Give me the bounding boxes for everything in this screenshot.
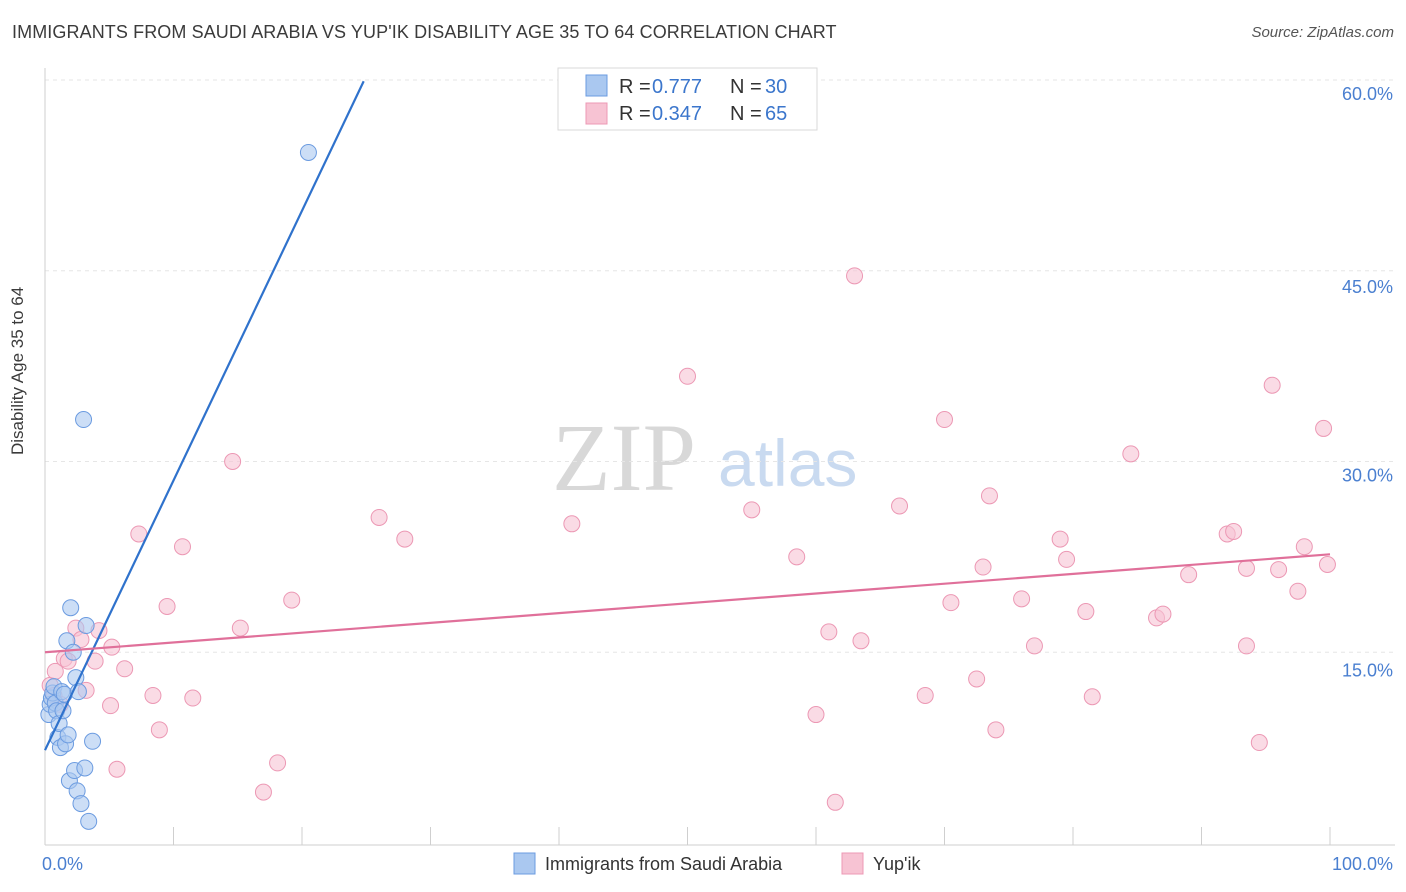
point-pink-24 [269,754,287,772]
y-tick-label-3: 60.0% [1342,84,1393,104]
point-blue-17 [62,599,80,617]
bottom-legend: Immigrants from Saudi Arabia Yup'ik [513,852,921,875]
point-pink-61 [1270,561,1288,579]
point-pink-59 [1250,734,1268,752]
point-pink-27 [396,530,414,548]
point-blue-29 [299,143,317,161]
point-pink-41 [968,670,986,688]
point-pink-39 [936,411,953,429]
bottom-legend-swatch-blue [513,852,536,875]
point-blue-28 [84,732,102,750]
point-pink-18 [158,597,176,615]
point-pink-37 [891,497,909,515]
point-blue-23 [72,795,90,813]
x-tick-label-1: 100.0% [1332,854,1393,874]
point-pink-13 [108,760,126,778]
point-pink-58 [1237,559,1255,577]
point-pink-57 [1237,637,1255,655]
legend-r-value-0: 0.777 [652,76,702,98]
point-blue-15 [59,726,77,744]
point-pink-40 [942,594,960,612]
point-pink-17 [150,721,168,739]
point-pink-21 [224,453,242,470]
point-pink-35 [846,267,864,285]
point-pink-47 [1051,530,1069,548]
point-pink-32 [807,706,825,724]
point-pink-42 [974,558,992,576]
point-pink-56 [1225,522,1243,540]
point-pink-44 [987,721,1005,739]
point-pink-63 [1295,538,1313,556]
chart-title: IMMIGRANTS FROM SAUDI ARABIA VS YUP'IK D… [12,22,837,42]
point-pink-46 [1025,637,1043,655]
point-pink-23 [254,783,272,801]
y-tick-label-1: 30.0% [1342,466,1393,486]
x-tick-label-0: 0.0% [42,854,83,874]
point-blue-24 [75,411,93,429]
legend-n-label-0: N = [730,76,762,98]
point-pink-49 [1077,603,1095,621]
point-blue-26 [77,617,95,635]
point-pink-33 [820,623,838,641]
point-pink-26 [370,508,388,526]
point-pink-29 [679,367,696,385]
point-pink-54 [1180,566,1198,584]
point-pink-19 [173,538,191,556]
trend-line-pink [44,553,1331,654]
point-pink-65 [1318,556,1336,574]
grid [45,79,1395,653]
legend-n-value-0: 30 [765,76,787,98]
point-pink-36 [852,632,870,650]
legend-swatch-blue [585,74,608,97]
point-pink-22 [231,619,249,637]
point-pink-30 [743,501,761,519]
point-blue-25 [76,759,94,777]
point-pink-48 [1058,550,1076,568]
point-pink-45 [1013,590,1031,608]
bottom-legend-swatch-pink [841,852,864,875]
y-tick-label-0: 15.0% [1342,660,1393,680]
watermark-zip: ZIP [552,404,696,511]
source-label: Source: ZipAtlas.com [1251,24,1394,41]
point-pink-16 [144,686,162,704]
trend-lines [44,80,1331,751]
point-pink-50 [1083,688,1101,706]
point-pink-25 [283,591,301,609]
trend-line-blue [44,80,365,751]
point-pink-51 [1122,445,1140,463]
point-pink-62 [1289,582,1307,600]
point-pink-34 [826,793,844,811]
legend-r-label-1: R = [619,103,651,125]
point-pink-64 [1315,419,1333,437]
tick-labels: 15.0% 30.0% 45.0% 60.0% 0.0% 100.0% [42,84,1393,874]
point-pink-43 [980,487,998,505]
legend-swatch-pink [585,102,608,125]
point-pink-31 [788,548,806,566]
point-pink-20 [184,689,202,707]
point-pink-11 [102,697,120,715]
point-pink-38 [916,686,934,704]
legend-n-value-1: 65 [765,103,787,125]
legend-r-value-1: 0.347 [652,103,702,125]
legend-n-label-1: N = [730,103,762,125]
watermark: ZIP atlas [552,404,857,511]
point-blue-18 [64,643,82,661]
point-pink-60 [1263,376,1281,394]
point-pink-53 [1154,605,1172,623]
point-pink-28 [563,515,581,533]
watermark-atlas: atlas [718,426,857,500]
point-pink-14 [116,660,134,678]
point-blue-27 [80,812,98,830]
legend: R = 0.777 N = 30 R = 0.347 N = 65 [557,67,818,131]
legend-r-label-0: R = [619,76,651,98]
y-tick-label-2: 45.0% [1342,277,1393,297]
bottom-legend-label-1: Yup'ik [873,854,921,874]
bottom-legend-label-0: Immigrants from Saudi Arabia [545,854,783,874]
